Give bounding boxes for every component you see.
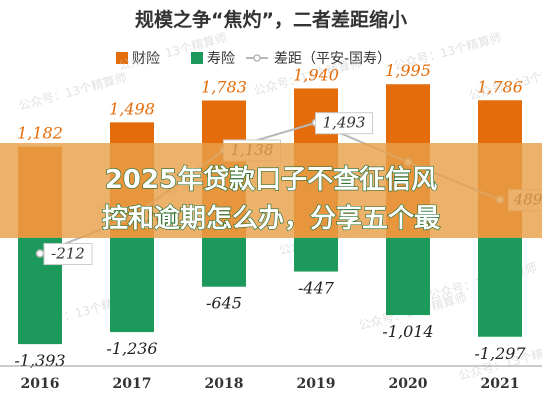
legend-label-0: 财险 xyxy=(132,51,160,67)
label-property-2020: 1,995 xyxy=(385,61,431,80)
banner-line-1: 2025年贷款口子不查征信风 xyxy=(105,164,437,195)
label-life-2020: -1,014 xyxy=(382,322,433,341)
chart-title: 规模之争“焦灼”，二者差距缩小 xyxy=(135,8,407,31)
banner-line-2: 控和逾期怎么办，分享五个最 xyxy=(102,203,441,234)
bar-life-2017 xyxy=(110,237,154,333)
label-gap-2019: 1,493 xyxy=(323,114,366,132)
label-life-2019: -447 xyxy=(298,279,335,298)
bar-life-2020 xyxy=(386,237,430,316)
legend-dot-swatch xyxy=(253,54,261,62)
bar-life-2018 xyxy=(202,237,246,287)
x-tick-2020: 2020 xyxy=(389,376,428,392)
x-tick-2021: 2021 xyxy=(481,376,520,392)
label-life-2021: -1,297 xyxy=(474,344,526,363)
property-value-labels: 1,182 1,498 1,783 1,940 1,995 1,786 xyxy=(17,61,523,142)
x-tick-2019: 2019 xyxy=(297,376,336,392)
gap-label-box-2019 xyxy=(315,112,373,135)
life-bars xyxy=(18,237,522,345)
gap-label-box-2016 xyxy=(43,243,93,266)
legend-label-1: 寿险 xyxy=(207,50,235,67)
x-axis: 2016 2017 2018 2019 2020 2021 xyxy=(0,365,542,392)
label-property-2018: 1,783 xyxy=(201,77,247,96)
label-property-2021: 1,786 xyxy=(477,77,523,96)
bar-life-2021 xyxy=(478,237,522,337)
x-tick-2017: 2017 xyxy=(113,376,152,392)
legend-label-2: 差距（平安-国寿） xyxy=(274,50,391,67)
label-life-2016: -1,393 xyxy=(14,351,65,370)
legend-swatch-0 xyxy=(116,52,128,64)
legend-swatch-1 xyxy=(191,52,203,64)
x-tick-2016: 2016 xyxy=(21,376,60,392)
x-tick-2018: 2018 xyxy=(205,376,244,392)
label-property-2019: 1,940 xyxy=(293,65,339,84)
label-life-2017: -1,236 xyxy=(106,339,157,358)
life-value-labels: -1,393 -1,236 -645 -447 -1,014 -1,297 xyxy=(14,279,526,371)
overlay-banner[interactable]: 2025年贷款口子不查征信风 控和逾期怎么办，分享五个最 xyxy=(0,143,542,238)
label-gap-2016: -212 xyxy=(51,245,85,263)
label-life-2018: -645 xyxy=(206,294,242,313)
gap-point-2016 xyxy=(35,249,45,258)
legend: 财险 寿险 差距（平安-国寿） xyxy=(116,50,391,67)
banner-background xyxy=(0,143,542,238)
bar-life-2019 xyxy=(294,237,338,272)
label-property-2017: 1,498 xyxy=(109,99,155,118)
label-property-2016: 1,182 xyxy=(17,124,63,143)
